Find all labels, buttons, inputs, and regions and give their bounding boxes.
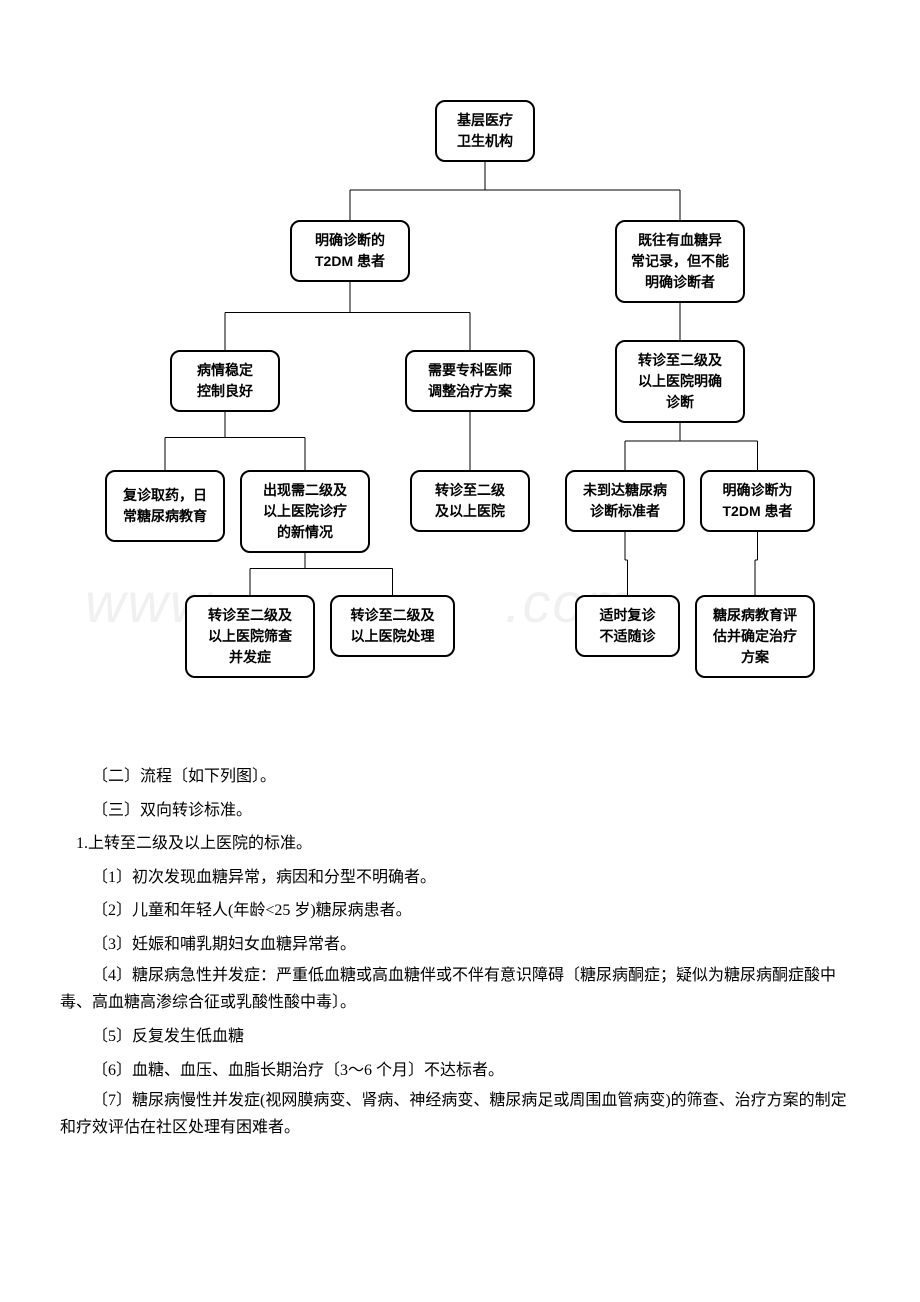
item-4: 〔4〕糖尿病急性并发症：严重低血糖或高血糖伴或不伴有意识障碍〔糖尿病酮症；疑似为… [60,962,860,1016]
node-refer-screen-complications: 转诊至二级及以上医院筛查并发症 [185,595,315,678]
para-section-2: 〔二〕流程〔如下列图〕。 [60,760,860,794]
flowchart-container: www .com 基层医疗卫生机构 明确诊断的T2DM 患者 既往有血糖异常记录… [105,100,815,730]
item-3: 〔3〕妊娠和哺乳期妇女血糖异常者。 [60,928,860,962]
item-5: 〔5〕反复发生低血糖 [60,1020,860,1054]
node-education-plan: 糖尿病教育评估并确定治疗方案 [695,595,815,678]
node-refer-level2: 转诊至二级及以上医院 [410,470,530,532]
node-timely-followup: 适时复诊不适随诊 [575,595,680,657]
node-diagnosed-t2dm: 明确诊断的T2DM 患者 [290,220,410,282]
node-root: 基层医疗卫生机构 [435,100,535,162]
node-stable-controlled: 病情稳定控制良好 [170,350,280,412]
node-followup-education: 复诊取药，日常糖尿病教育 [105,470,225,542]
para-section-3: 〔三〕双向转诊标准。 [60,794,860,828]
item-6: 〔6〕血糖、血压、血脂长期治疗〔3～6 个月〕不达标者。 [60,1054,860,1088]
node-prior-abnormal: 既往有血糖异常记录，但不能明确诊断者 [615,220,745,303]
node-confirmed-t2dm: 明确诊断为T2DM 患者 [700,470,815,532]
item-2: 〔2〕儿童和年轻人(年龄<25 岁)糖尿病患者。 [60,894,860,928]
item-1: 〔1〕初次发现血糖异常，病因和分型不明确者。 [60,861,860,895]
node-refer-handle: 转诊至二级及以上医院处理 [330,595,455,657]
node-new-situation: 出现需二级及以上医院诊疗的新情况 [240,470,370,553]
item-7: 〔7〕糖尿病慢性并发症(视网膜病变、肾病、神经病变、糖尿病足或周围血管病变)的筛… [60,1087,860,1141]
node-refer-confirm: 转诊至二级及以上医院明确诊断 [615,340,745,423]
node-need-specialist: 需要专科医师调整治疗方案 [405,350,535,412]
heading-standard-1: 1.上转至二级及以上医院的标准。 [60,827,860,861]
node-not-meet-criteria: 未到达糖尿病诊断标准者 [565,470,685,532]
document-body: 〔二〕流程〔如下列图〕。 〔三〕双向转诊标准。 1.上转至二级及以上医院的标准。… [60,760,860,1142]
